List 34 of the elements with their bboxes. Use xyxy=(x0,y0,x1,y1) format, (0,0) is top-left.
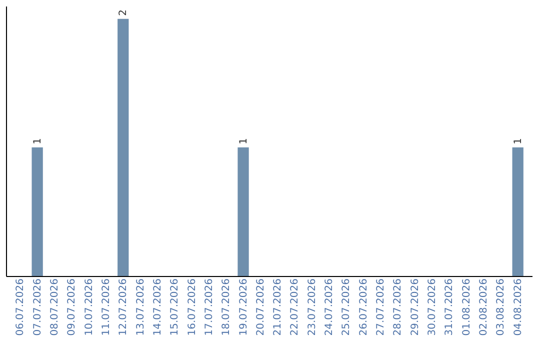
x-tick-label: 17.07.2026 xyxy=(204,278,215,336)
x-tick-label: 13.07.2026 xyxy=(135,278,146,336)
x-tick-label: 09.07.2026 xyxy=(66,278,78,336)
x-tick-label: 22.07.2026 xyxy=(290,278,301,336)
x-tick-label: 16.07.2026 xyxy=(186,278,198,336)
x-tick-label: 01.08.2026 xyxy=(461,278,472,336)
x-tick-label: 28.07.2026 xyxy=(392,278,404,336)
x-tick-label: 06.07.2026 xyxy=(15,278,26,336)
x-tick-label: 12.07.2026 xyxy=(118,278,130,336)
x-tick-label: 25.07.2026 xyxy=(341,278,352,336)
x-tick-label: 26.07.2026 xyxy=(358,278,370,336)
x-tick-label: 15.07.2026 xyxy=(170,278,181,336)
data-label: 1 xyxy=(32,138,44,144)
data-label: 1 xyxy=(512,138,524,144)
x-tick-label: 19.07.2026 xyxy=(238,278,250,336)
data-label: 2 xyxy=(118,9,130,16)
x-tick-label: 11.07.2026 xyxy=(100,278,112,336)
x-tick-label: 14.07.2026 xyxy=(152,278,164,336)
x-tick-label: 31.07.2026 xyxy=(444,278,456,336)
x-tick-label: 03.08.2026 xyxy=(496,278,507,336)
x-tick-label: 23.07.2026 xyxy=(306,278,318,336)
x-tick-label: 07.07.2026 xyxy=(32,278,44,336)
x-tick-label: 21.07.2026 xyxy=(272,278,284,336)
x-tick-label: 24.07.2026 xyxy=(324,278,336,336)
x-tick-label: 18.07.2026 xyxy=(221,278,232,336)
data-label: 1 xyxy=(238,138,250,144)
x-tick-label: 20.07.2026 xyxy=(255,278,266,336)
x-tick-label: 30.07.2026 xyxy=(427,278,438,336)
x-tick-label: 04.08.2026 xyxy=(512,278,524,336)
x-tick-label: 08.07.2026 xyxy=(49,278,60,336)
x-tick-label: 29.07.2026 xyxy=(410,278,421,336)
x-tick-label: 27.07.2026 xyxy=(376,278,387,336)
x-tick-label: 02.08.2026 xyxy=(478,278,490,336)
x-tick-label: 10.07.2026 xyxy=(84,278,95,336)
